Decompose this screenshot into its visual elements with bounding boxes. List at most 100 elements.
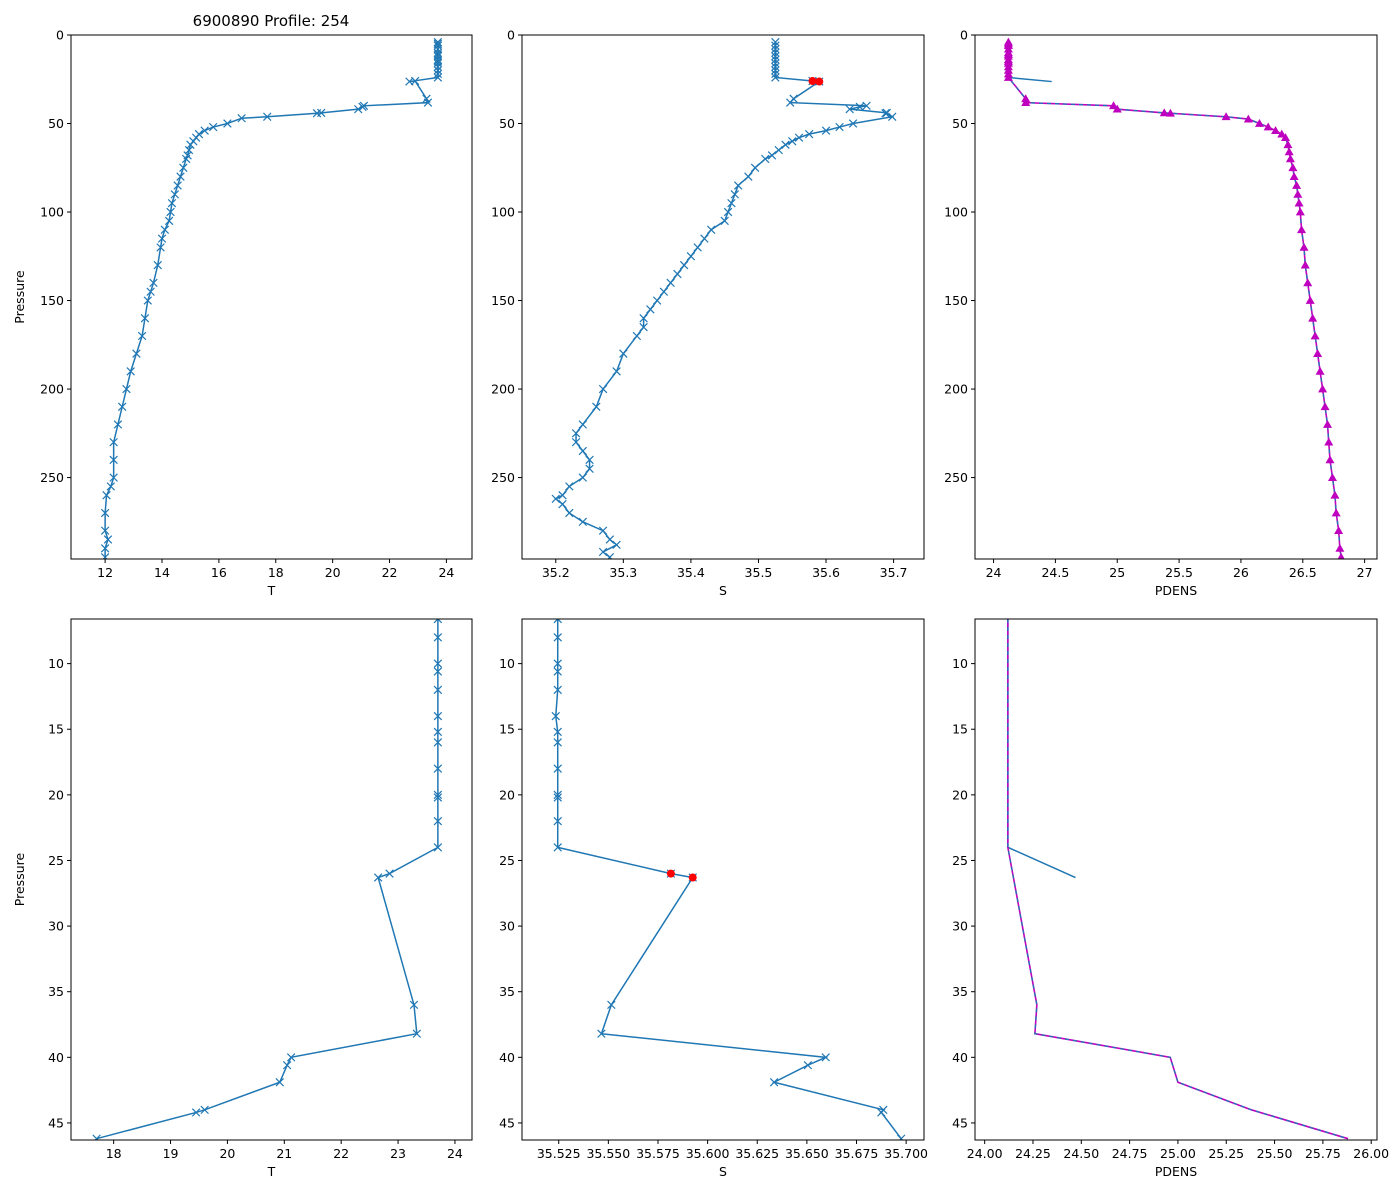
y-tick-label: 40 — [499, 1050, 515, 1065]
data-point-s — [881, 109, 890, 118]
data-point-s — [597, 1029, 606, 1038]
y-tick-label: 0 — [507, 28, 515, 43]
x-tick-label: 12 — [97, 565, 113, 580]
data-point-s — [553, 764, 562, 773]
data-point-pdens — [1112, 104, 1122, 113]
data-point-t — [433, 66, 443, 75]
y-tick-label: 250 — [944, 470, 968, 485]
x-tick-label: 35.5 — [745, 565, 773, 580]
data-point-s — [767, 151, 777, 160]
data-point-t — [433, 793, 443, 802]
data-point-pdens — [1327, 473, 1337, 481]
x-tick-label: 35.550 — [586, 1146, 630, 1161]
data-point-t — [433, 685, 443, 695]
data-point-pdens — [1318, 384, 1328, 393]
data-point-s — [727, 198, 736, 208]
x-tick-label: 35.525 — [537, 1146, 581, 1161]
data-point-s — [605, 535, 615, 544]
data-point-s — [558, 499, 567, 509]
data-point-pdens — [1303, 278, 1313, 287]
chart-d-zoom: 24.00 24.25 24.50 24.75 25.00 25.25 25.50 25.75… — [952, 618, 1389, 1179]
data-point-s — [896, 1134, 906, 1140]
chart-t-zoom: 18 19 20 21 22 23 24 10 15 20 25 30 35 40 45 T Pressure — [12, 618, 473, 1179]
data-point-s — [551, 711, 560, 721]
data-point-pdens — [1294, 198, 1304, 207]
data-point-s — [646, 305, 655, 314]
data-point-s — [761, 154, 770, 164]
data-point-s — [553, 793, 562, 802]
data-point-s — [862, 101, 871, 111]
data-point-t — [208, 122, 218, 132]
x-tick-label: 18 — [268, 565, 284, 580]
data-point-s — [771, 48, 780, 57]
y-tick-label: 45 — [499, 1115, 515, 1130]
data-point-s — [598, 547, 608, 557]
data-point-t — [167, 198, 177, 208]
data-point-t — [433, 711, 443, 721]
data-point-s — [845, 104, 854, 114]
data-point-s — [882, 108, 892, 118]
data-point-pdens — [1285, 154, 1295, 163]
data-point-s — [639, 314, 648, 323]
data-point-pdens — [1299, 242, 1309, 251]
data-point-s — [794, 133, 804, 142]
chart-t-full: 12 14 16 18 20 22 24 0 50 100 150 200 250 T Pressure — [12, 28, 473, 598]
data-point-t — [92, 1134, 101, 1140]
data-point-s — [659, 287, 669, 296]
x-tick-label: 27 — [1357, 565, 1373, 580]
data-point-s — [619, 349, 628, 358]
data-point-t — [137, 331, 147, 341]
data-point-s — [553, 667, 562, 676]
data-point-s — [803, 1060, 813, 1070]
data-point-t — [102, 491, 111, 500]
y-tick-label: 50 — [499, 116, 515, 131]
x-tick-label: 20 — [219, 1146, 235, 1161]
data-point-t — [409, 1000, 419, 1010]
data-point-s — [693, 243, 702, 252]
series-line-pdens — [1007, 42, 1342, 558]
y-tick-label: 45 — [48, 1115, 64, 1130]
data-point-t — [140, 314, 150, 323]
data-point-pdens — [1288, 163, 1298, 172]
chart-s-full: 35.2 35.3 35.4 35.5 35.6 35.7 0 50 100 150 200 250 S — [491, 28, 925, 598]
data-point-s — [632, 331, 642, 341]
x-tick-label: 25.5 — [1165, 565, 1193, 580]
data-point-pdens — [1292, 180, 1302, 189]
x-tick-label: 24 — [447, 1146, 463, 1161]
y-tick-label: 200 — [40, 382, 64, 397]
x-tick-label: 35.575 — [636, 1146, 680, 1161]
data-point-s — [592, 402, 601, 411]
plot-frame — [521, 34, 925, 560]
series-line-pdens — [1007, 619, 1349, 1140]
data-point-s — [607, 1000, 616, 1010]
data-point-t — [433, 48, 443, 57]
data-point-s — [804, 129, 814, 139]
data-point-s — [578, 446, 588, 456]
series-line-t — [96, 619, 439, 1140]
y-tick-label: 50 — [952, 116, 968, 131]
data-point-t — [122, 384, 131, 394]
data-point-s — [571, 437, 581, 447]
data-point-t — [143, 296, 153, 305]
y-tick-label: 100 — [944, 205, 968, 220]
data-point-t — [100, 544, 110, 553]
data-point-pdens — [1277, 129, 1287, 138]
data-point-t — [385, 869, 394, 878]
data-point-s — [771, 62, 780, 72]
data-point-pdens — [1165, 108, 1175, 117]
data-point-t — [433, 633, 443, 642]
data-point-pdens — [1159, 108, 1169, 117]
data-point-pdens — [1221, 112, 1231, 121]
x-tick-label: 24.50 — [1063, 1146, 1099, 1161]
data-point-t — [373, 873, 383, 882]
x-tick-label: 19 — [163, 1146, 179, 1161]
x-tick-label: 35.7 — [880, 565, 908, 580]
data-point-t — [153, 260, 162, 270]
data-point-s — [571, 429, 581, 438]
data-point-s — [855, 102, 865, 112]
data-point-t — [237, 113, 246, 123]
data-point-s-flagged — [688, 873, 697, 882]
y-tick-label: 25 — [952, 853, 968, 868]
y-tick-label: 250 — [40, 470, 64, 485]
data-point-s — [788, 136, 797, 146]
